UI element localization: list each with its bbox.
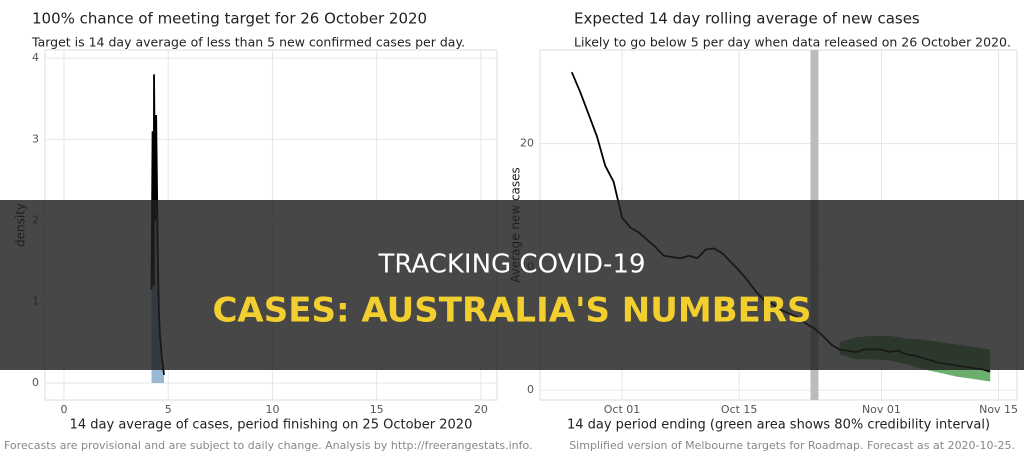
- x-axis-label: 14 day average of cases, period finishin…: [70, 418, 473, 433]
- banner-line1: TRACKING COVID-19: [377, 250, 645, 280]
- chart-subtitle: Likely to go below 5 per day when data r…: [574, 35, 1011, 50]
- y-tick-label: 4: [32, 51, 39, 64]
- caption: Forecasts are provisional and are subjec…: [4, 439, 533, 452]
- y-tick-label: 0: [32, 376, 39, 389]
- x-tick-label: Oct 01: [604, 403, 641, 416]
- y-tick-label: 20: [520, 137, 534, 150]
- x-tick-label: 0: [60, 403, 67, 416]
- x-tick-label: 15: [370, 403, 384, 416]
- chart-title: Expected 14 day rolling average of new c…: [574, 10, 920, 28]
- y-tick-label: 3: [32, 132, 39, 145]
- x-tick-label: 20: [474, 403, 488, 416]
- banner-line2: CASES: AUSTRALIA'S NUMBERS: [212, 291, 811, 331]
- x-tick-label: Oct 15: [721, 403, 758, 416]
- x-axis-label: 14 day period ending (green area shows 8…: [567, 418, 990, 433]
- x-tick-label: 10: [265, 403, 279, 416]
- x-tick-label: 5: [165, 403, 172, 416]
- y-tick-label: 0: [527, 383, 534, 396]
- chart-subtitle: Target is 14 day average of less than 5 …: [31, 35, 465, 50]
- x-tick-label: Nov 15: [979, 403, 1018, 416]
- banner: [0, 200, 1024, 370]
- chart-title: 100% chance of meeting target for 26 Oct…: [32, 10, 427, 28]
- x-tick-label: Nov 01: [862, 403, 901, 416]
- caption: Simplified version of Melbourne targets …: [569, 439, 1015, 452]
